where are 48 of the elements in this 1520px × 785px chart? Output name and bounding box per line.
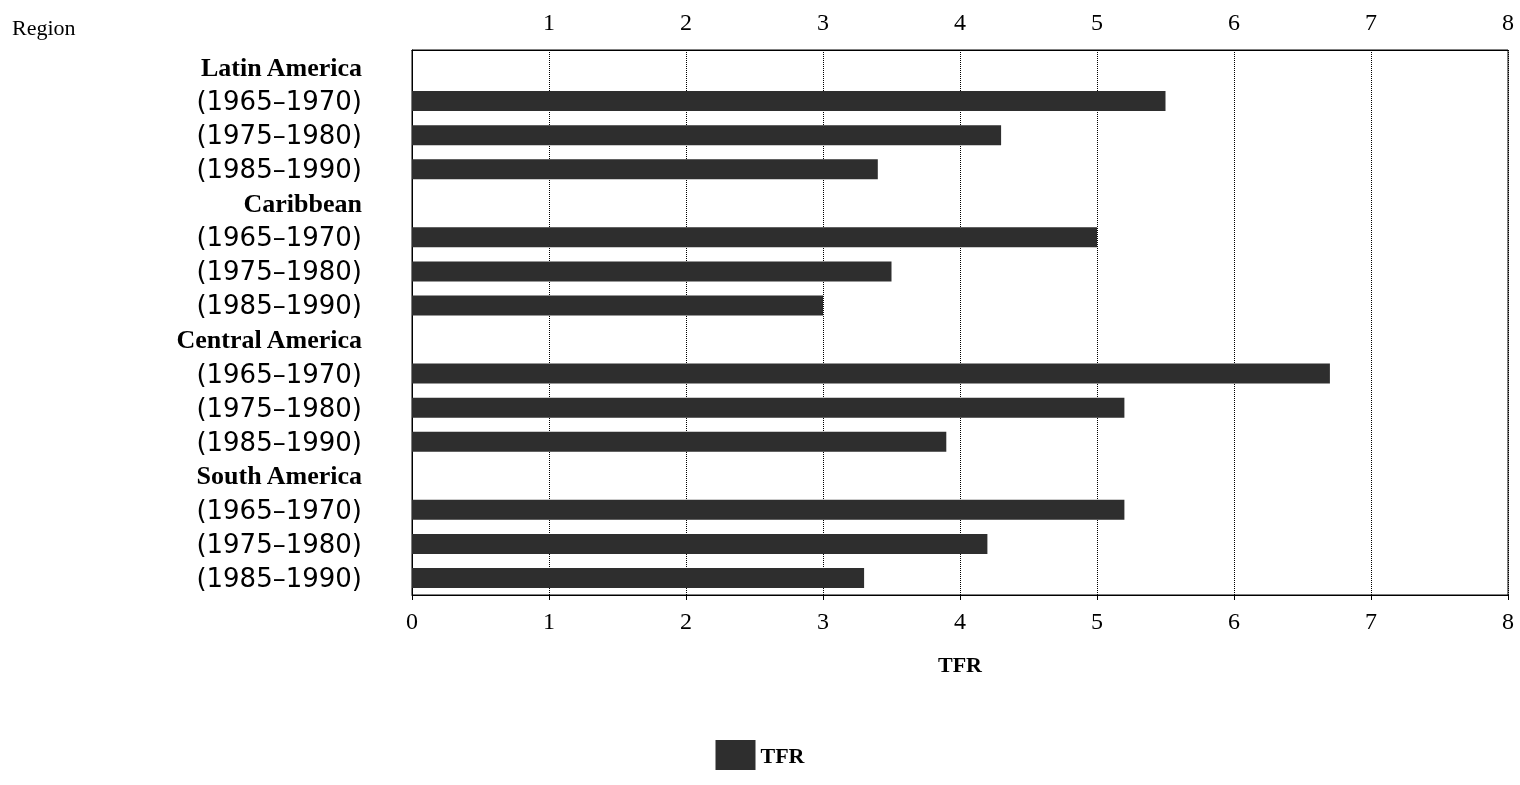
- bar: [412, 363, 1330, 384]
- bar: [412, 567, 865, 588]
- x2-tick-label: 5: [1091, 9, 1103, 35]
- x-tick-label: 6: [1228, 608, 1240, 634]
- y-tick-label: (1985–1990): [196, 426, 362, 457]
- y-tick-label: (1985–1990): [196, 562, 362, 593]
- y-tick-label: (1965–1970): [196, 358, 362, 389]
- y-tick-label: (1965–1970): [196, 86, 362, 117]
- y-tick-label: (1975–1980): [196, 256, 362, 287]
- bar: [412, 499, 1125, 520]
- x2-tick-label: 2: [680, 9, 692, 35]
- y-tick-label: (1965–1970): [196, 494, 362, 525]
- x2-tick-label: 3: [817, 9, 829, 35]
- y-tick-label: (1975–1980): [196, 120, 362, 151]
- y-tick-label: Latin America: [200, 52, 362, 82]
- bar: [412, 125, 1002, 146]
- y-tick-label: (1985–1990): [196, 290, 362, 321]
- x2-tick-label: 6: [1228, 9, 1240, 35]
- y-tick-label: (1975–1980): [196, 392, 362, 423]
- y-tick-label: (1965–1970): [196, 222, 362, 253]
- bar: [412, 261, 892, 282]
- y-tick-label: (1985–1990): [196, 154, 362, 185]
- bar: [412, 227, 1097, 248]
- bar: [412, 431, 947, 452]
- y-tick-label: South America: [196, 461, 362, 491]
- y-tick-label: Caribbean: [243, 188, 363, 218]
- x-tick-label: 2: [680, 608, 692, 634]
- x-tick-label: 1: [543, 608, 555, 634]
- y-tick-label: Central America: [176, 325, 362, 355]
- x-tick-label: 4: [954, 608, 966, 634]
- legend-label: TFR: [760, 742, 806, 768]
- x2-tick-label: 7: [1365, 9, 1377, 35]
- y-tick-label: (1975–1980): [196, 528, 362, 559]
- x-tick-label: 0: [406, 608, 418, 634]
- x-tick-label: 7: [1365, 608, 1377, 634]
- x-tick-label: 8: [1502, 608, 1514, 634]
- y-axis-title: Region: [12, 14, 76, 40]
- x-tick-label: 3: [817, 608, 829, 634]
- bar: [412, 91, 1166, 112]
- x-axis-title: TFR: [938, 651, 984, 677]
- bar: [412, 159, 878, 180]
- bar: [412, 533, 988, 554]
- x2-tick-label: 1: [543, 9, 555, 35]
- bar: [412, 397, 1125, 418]
- bar: [412, 295, 823, 316]
- x-tick-label: 5: [1091, 608, 1103, 634]
- x2-tick-label: 8: [1502, 9, 1514, 35]
- x2-tick-label: 4: [954, 9, 966, 35]
